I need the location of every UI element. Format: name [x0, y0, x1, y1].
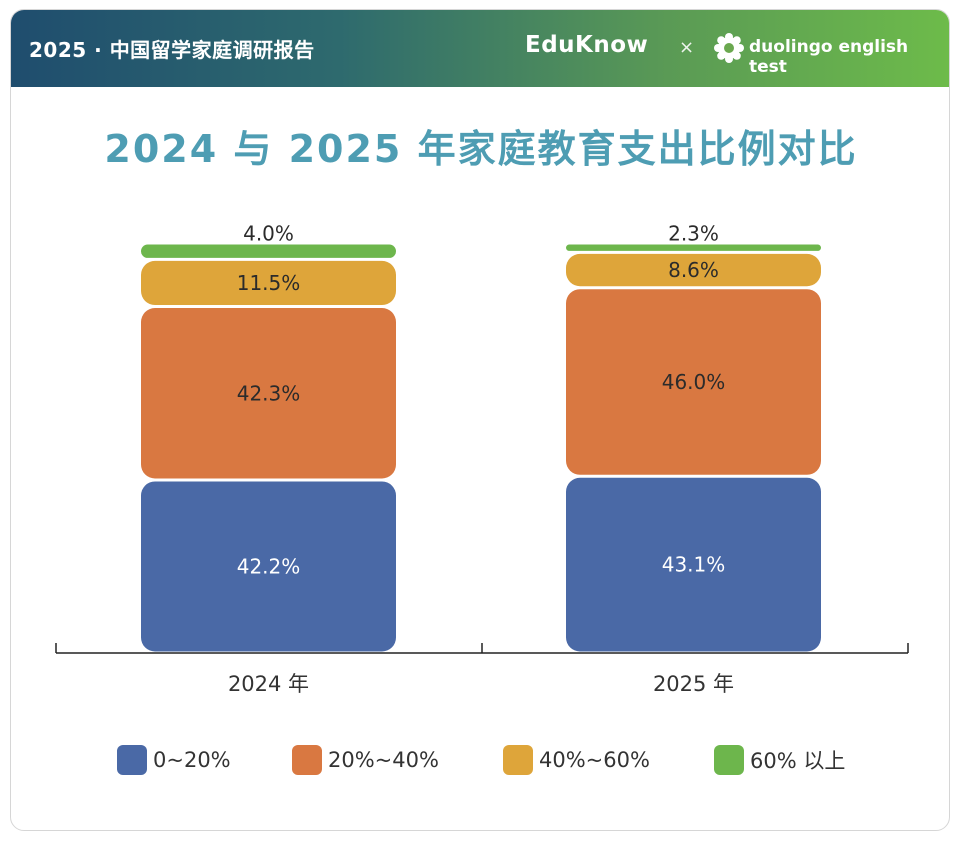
x-axis: 2024 年 2025 年 [55, 643, 909, 696]
chart-card: 2025 · 中国留学家庭调研报告 EduKnow × duolingo eng… [10, 9, 950, 831]
bar-segment-2-3 [566, 253, 821, 287]
duolingo-english-test-logo: duolingo english test [749, 37, 909, 77]
value-label-1-2: 42.3% [237, 381, 301, 405]
legend-item-1: 0~20% [117, 745, 231, 775]
brand-separator: × [679, 37, 695, 58]
legend-swatch [292, 745, 322, 775]
value-label-2-1: 43.1% [662, 553, 726, 577]
legend-swatch [117, 745, 147, 775]
duolingo-logo-icon [714, 33, 744, 63]
bar-segment-2-1 [566, 477, 821, 652]
bar-segment-1-1 [141, 481, 396, 652]
legend-swatch [714, 745, 744, 775]
legend-item-3: 40%~60% [503, 745, 650, 775]
legend: 0~20% 20%~40% 40%~60% 60% 以上 [11, 745, 949, 785]
stacked-bar-chart: 2024 年 2025 年 42.2% 42.3% 11.5% 4.0% 43.1% 46.… [55, 222, 909, 696]
legend-label: 40%~60% [539, 748, 650, 772]
bar-segment-2-2 [566, 289, 821, 475]
value-labels: 42.2% 42.3% 11.5% 4.0% 43.1% 46.0% 8.6% 2.3% [237, 222, 726, 579]
value-label-2-3: 8.6% [668, 258, 719, 282]
bar-segment-1-3 [141, 260, 396, 306]
value-label-2-2: 46.0% [662, 370, 726, 394]
value-label-1-4: 4.0% [243, 222, 294, 246]
bar-segment-2-4 [566, 244, 821, 251]
legend-item-4: 60% 以上 [714, 745, 845, 775]
value-label-1-1: 42.2% [237, 554, 301, 578]
bars-layer [141, 244, 821, 652]
legend-label: 60% 以上 [750, 749, 846, 773]
bar-segment-1-2 [141, 308, 396, 479]
legend-item-2: 20%~40% [292, 745, 439, 775]
eduknow-logo: EduKnow [525, 32, 649, 58]
legend-label: 20%~40% [328, 748, 439, 772]
report-title: 2025 · 中国留学家庭调研报告 [29, 38, 315, 62]
legend-swatch [503, 745, 533, 775]
report-header: 2025 · 中国留学家庭调研报告 EduKnow × duolingo eng… [11, 10, 949, 87]
value-label-2-4: 2.3% [668, 222, 719, 246]
value-label-1-3: 11.5% [237, 271, 301, 295]
bar-segment-1-4 [141, 244, 396, 258]
chart-title: 2024 与 2025 年家庭教育支出比例对比 [104, 127, 858, 171]
x-tick-label-1: 2024 年 [228, 672, 309, 696]
x-tick-label-2: 2025 年 [653, 672, 734, 696]
legend-label: 0~20% [153, 748, 231, 772]
